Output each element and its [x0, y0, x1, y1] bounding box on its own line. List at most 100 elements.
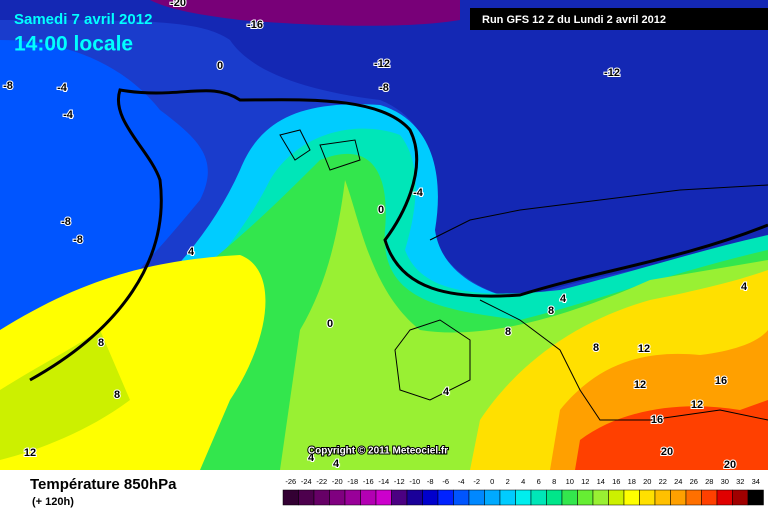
colorbar-label: -4 [458, 477, 465, 486]
contour-label: -16 [247, 19, 263, 31]
contour-label: 12 [24, 447, 36, 459]
colorbar-cell [468, 489, 485, 506]
contour-label: 4 [188, 246, 195, 258]
contour-label: 8 [114, 389, 120, 401]
contour-label: 4 [333, 458, 340, 470]
colorbar-cell [654, 489, 671, 506]
colorbar-label: 6 [537, 477, 541, 486]
copyright: Copyright © 2011 Meteociel.fr [308, 446, 448, 457]
colorbar-cell [329, 489, 346, 506]
temperature-field [0, 0, 768, 471]
colorbar-cell [685, 489, 702, 506]
colorbar-label: 16 [612, 477, 620, 486]
contour-label: 12 [638, 343, 650, 355]
time: 14:00 locale [14, 33, 133, 56]
colorbar-label: -12 [394, 477, 405, 486]
contour-label: 12 [691, 399, 703, 411]
colorbar-cell [546, 489, 563, 506]
colorbar-cell [437, 489, 454, 506]
contour-label: 12 [634, 379, 646, 391]
contour-label: 4 [443, 386, 450, 398]
colorbar-label: -24 [301, 477, 312, 486]
colorbar-label: -20 [332, 477, 343, 486]
colorbar-cell [561, 489, 578, 506]
colorbar-label: -22 [316, 477, 327, 486]
colorbar-label: 0 [490, 477, 494, 486]
colorbar-cell [391, 489, 408, 506]
contour-label: -4 [63, 109, 74, 121]
colorbar-cell [623, 489, 640, 506]
contour-label: 20 [661, 446, 673, 458]
colorbar-label: -16 [363, 477, 374, 486]
date: Samedi 7 avril 2012 [14, 11, 152, 28]
contour-label: 4 [560, 293, 567, 305]
colorbar-label: 28 [705, 477, 713, 486]
contour-label: 0 [378, 204, 384, 216]
colorbar-cell [298, 489, 315, 506]
colorbar-cell [499, 489, 516, 506]
colorbar-label: 12 [581, 477, 589, 486]
contour-label: 4 [741, 281, 748, 293]
colorbar-cell [422, 489, 439, 506]
colorbar-label: 20 [643, 477, 651, 486]
colorbar-cell [732, 489, 749, 506]
contour-label: -8 [61, 216, 71, 228]
colorbar-cell [701, 489, 718, 506]
colorbar: -26 -24 -22 -20 -18 -16 -14 -12 -10 -8 -6 -4 -2 0 2 4 6 8… [282, 477, 764, 506]
contour-label: -8 [73, 234, 83, 246]
run-info: Run GFS 12 Z du Lundi 2 avril 2012 [482, 14, 666, 26]
colorbar-label: 32 [736, 477, 744, 486]
colorbar-cell [592, 489, 609, 506]
contour-label: 8 [505, 326, 511, 338]
colorbar-label: 22 [659, 477, 667, 486]
colorbar-label: -2 [473, 477, 480, 486]
colorbar-label: -8 [427, 477, 434, 486]
colorbar-cell [577, 489, 594, 506]
colorbar-cell [530, 489, 547, 506]
colorbar-label: 4 [521, 477, 525, 486]
colorbar-label: 18 [628, 477, 636, 486]
colorbar-cell [344, 489, 361, 506]
legend-title: Température 850hPa [30, 476, 177, 493]
colorbar-label: 30 [721, 477, 729, 486]
contour-label: 0 [327, 318, 333, 330]
colorbar-label: 34 [752, 477, 760, 486]
colorbar-cell [313, 489, 330, 506]
colorbar-cell [406, 489, 423, 506]
colorbar-label: 24 [674, 477, 682, 486]
colorbar-cell [747, 489, 764, 506]
colorbar-cell [515, 489, 532, 506]
contour-label: -4 [57, 82, 68, 94]
colorbar-label: 14 [597, 477, 605, 486]
contour-label: 16 [651, 414, 663, 426]
colorbar-label: 8 [552, 477, 556, 486]
colorbar-cell [375, 489, 392, 506]
colorbar-cell [608, 489, 625, 506]
contour-label: -8 [3, 80, 13, 92]
zero-isotherm [29, 88, 768, 382]
contour-label: -4 [413, 187, 424, 199]
colorbar-label: 26 [690, 477, 698, 486]
contour-label: -20 [170, 0, 186, 9]
colorbar-label: -6 [442, 477, 449, 486]
contour-label: -8 [379, 82, 389, 94]
colorbar-cell [360, 489, 377, 506]
colorbar-cell [453, 489, 470, 506]
colorbar-cell [639, 489, 656, 506]
run-box [470, 8, 768, 30]
contour-label: 0 [217, 60, 223, 72]
coastlines [279, 129, 768, 421]
contour-label: -12 [604, 67, 620, 79]
contour-label: 8 [593, 342, 599, 354]
contour-label: 8 [548, 305, 554, 317]
contour-label: 4 [308, 452, 315, 464]
colorbar-cell [716, 489, 733, 506]
colorbar-label: -14 [378, 477, 389, 486]
colorbar-cell [670, 489, 687, 506]
colorbar-label: -26 [285, 477, 296, 486]
contour-label: 8 [98, 337, 104, 349]
contour-label: -12 [374, 58, 390, 70]
colorbar-label: -18 [347, 477, 358, 486]
